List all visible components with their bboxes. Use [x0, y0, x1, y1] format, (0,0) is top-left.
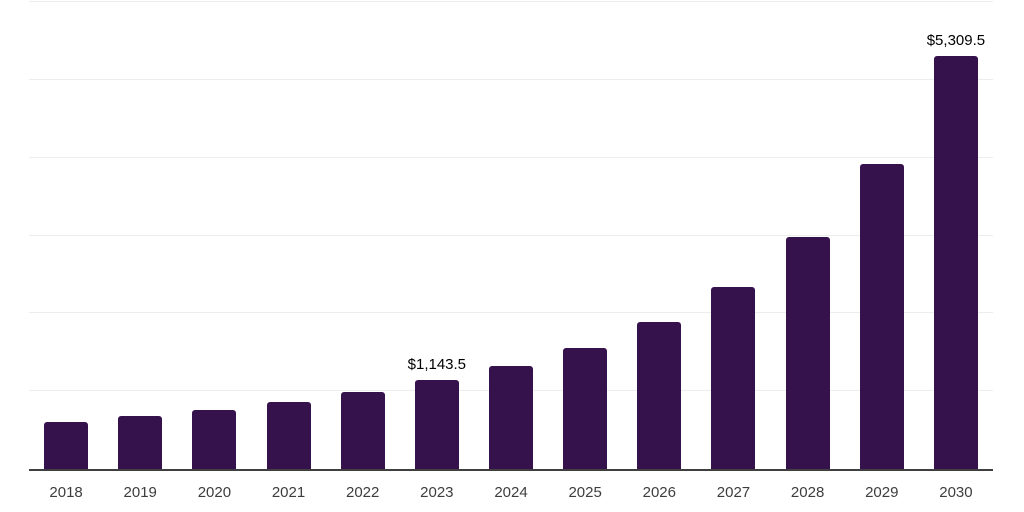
x-axis-labels: 2018 2019 2020 2021 2022 2023 2024 2025 2026 2027… — [29, 484, 993, 504]
x-tick-2026: 2026 — [642, 484, 676, 501]
bar-2018 — [44, 421, 89, 469]
x-tick-2025: 2025 — [568, 484, 602, 501]
gridline-3000 — [29, 234, 993, 236]
bar-2019 — [118, 415, 163, 469]
bar-2027 — [711, 287, 756, 469]
value-label-2023: $1,143.5 — [407, 356, 467, 373]
bar-2030 — [933, 55, 978, 469]
x-tick-2020: 2020 — [197, 484, 232, 501]
x-tick-2029: 2029 — [865, 484, 899, 501]
bar-2028 — [785, 236, 830, 469]
gridline-5000 — [29, 78, 993, 80]
bar-2020 — [192, 409, 237, 469]
gridline-4000 — [29, 156, 993, 158]
bar-2029 — [859, 163, 904, 469]
bar-2025 — [563, 347, 608, 469]
x-tick-2024: 2024 — [494, 484, 528, 501]
bar-2021 — [266, 402, 311, 469]
x-tick-2027: 2027 — [716, 484, 751, 501]
x-tick-2028: 2028 — [790, 484, 825, 501]
x-tick-2021: 2021 — [271, 484, 306, 501]
bar-2023 — [414, 380, 459, 469]
value-label-2030: $5,309.5 — [926, 31, 986, 49]
x-tick-2019: 2019 — [123, 484, 157, 501]
x-tick-2030: 2030 — [939, 484, 973, 501]
x-tick-2023: 2023 — [420, 484, 454, 501]
bar-2022 — [340, 391, 385, 469]
gridline-2000 — [29, 312, 993, 314]
x-tick-2018: 2018 — [49, 484, 83, 501]
plot-area: $1,143.5 $5,309.5 — [29, 1, 993, 471]
bar-2024 — [489, 366, 533, 469]
bar-2026 — [637, 321, 682, 469]
x-tick-2022: 2022 — [346, 484, 380, 501]
gridline-6000 — [29, 1, 993, 2]
